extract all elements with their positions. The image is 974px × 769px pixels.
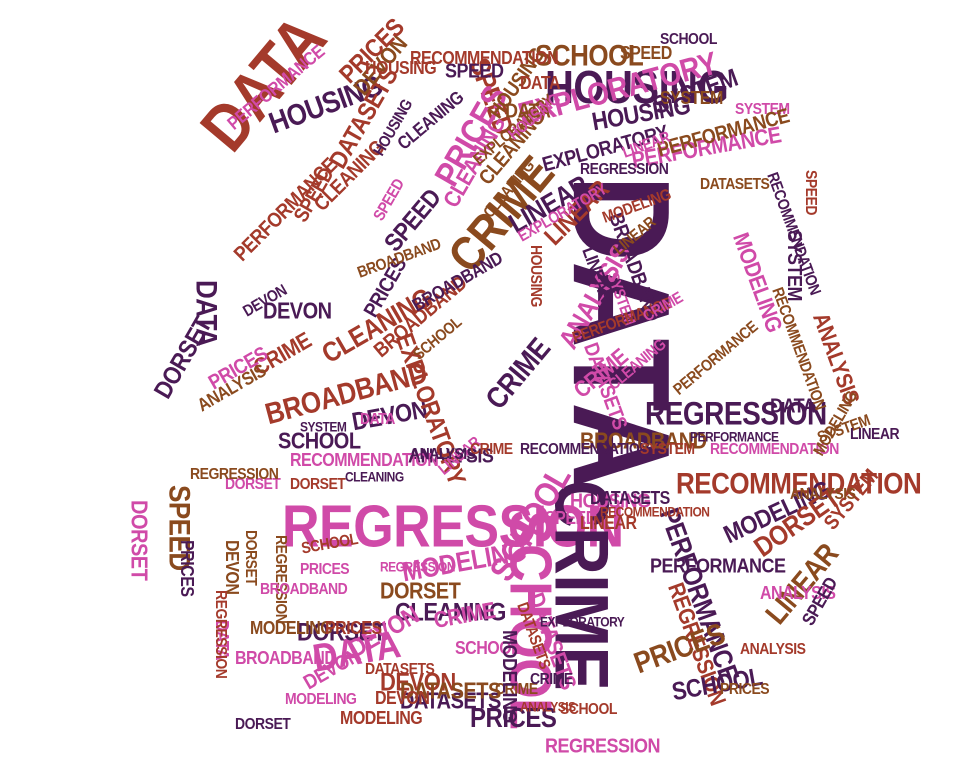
word-datasets: DATASETS (590, 488, 670, 509)
word-crime: CRIME (530, 668, 573, 688)
word-recommendation: RECOMMENDATION (600, 503, 710, 520)
word-regression: REGRESSION (282, 493, 624, 561)
word-school: SCHOOL (660, 28, 717, 48)
word-recommendation: RECOMMENDATION (710, 438, 839, 458)
word-prices: PRICES (176, 540, 197, 597)
word-devon: DEVON (221, 540, 242, 595)
word-analysis: ANALYSIS (760, 583, 836, 604)
word-performance: PERFORMANCE (650, 553, 786, 577)
word-dorset: DORSET (225, 473, 281, 493)
word-housing: HOUSING (365, 58, 437, 79)
word-data: DATA (360, 408, 395, 428)
word-regression: REGRESSION (645, 395, 827, 432)
word-analysis: ANALYSIS (790, 483, 856, 503)
word-cleaning: CLEANING (395, 597, 506, 627)
word-recommendation: RECOMMENDATION (520, 438, 649, 458)
word-dorset: DORSET (297, 617, 386, 647)
word-data: DATA (186, 1, 341, 166)
word-housing: HOUSING (545, 62, 729, 114)
word-modeling: MODELING (498, 630, 522, 723)
word-broadband: BROADBAND (260, 578, 348, 598)
word-recommendation: RECOMMENDATION (290, 450, 439, 471)
word-regression: REGRESSION (545, 733, 661, 757)
word-crime: CRIME (470, 438, 513, 458)
word-system: SYSTEM (660, 88, 723, 109)
word-analysis: ANALYSIS (410, 443, 476, 463)
word-modeling: MODELING (285, 688, 357, 708)
word-data: DATA (770, 393, 816, 417)
word-performance: PERFORMANCE (690, 428, 779, 445)
word-datasets: DATASETS (365, 658, 435, 678)
word-cleaning: CLEANING (345, 468, 404, 485)
word-analysis: ANALYSIS (520, 698, 576, 715)
word-school: SCHOOL (535, 37, 644, 73)
word-housing: HOUSING (570, 488, 651, 512)
word-regression: REGRESSION (212, 590, 232, 679)
word-modeling: MODELING (340, 708, 423, 729)
word-school: SCHOOL (278, 428, 361, 455)
word-prices: PRICES (720, 678, 770, 698)
word-linear: LINEAR (850, 423, 900, 443)
word-system: SYSTEM (640, 438, 695, 458)
word-prices: PRICES (325, 618, 382, 639)
word-data: DATA (505, 98, 551, 122)
word-housing: HOUSING (527, 245, 547, 307)
word-speed: SPEED (802, 170, 822, 215)
word-dorset: DORSET (380, 578, 461, 605)
word-regression: REGRESSION (190, 463, 279, 483)
word-speed: SPEED (445, 58, 504, 82)
word-prices: PRICES (300, 558, 350, 578)
word-school: SCHOOL (560, 698, 617, 718)
word-speed: SPEED (545, 508, 597, 529)
word-devon: DEVON (263, 298, 332, 325)
word-speed: SPEED (620, 43, 672, 64)
word-broadband: BROADBAND (580, 428, 707, 455)
word-system: SYSTEM (735, 98, 790, 118)
word-dorset: DORSET (125, 500, 152, 581)
word-linear: LINEAR (580, 513, 637, 534)
word-recommendation: RECOMMENDATION (676, 465, 922, 501)
word-regression: REGRESSION (380, 558, 456, 575)
word-regression: REGRESSION (580, 158, 669, 178)
word-datasets: DATASETS (700, 173, 770, 193)
word-modeling: MODELING (727, 229, 787, 336)
word-dorset: DORSET (235, 713, 291, 733)
word-dorset: DORSET (148, 312, 218, 404)
word-datasets: DATASETS (400, 678, 501, 705)
word-modeling: MODELING (250, 618, 333, 639)
word-broadband: BROADBAND (235, 648, 336, 669)
word-prices: PRICES (470, 702, 557, 734)
word-recommendation: RECOMMENDATION (410, 48, 559, 69)
word-analysis: ANALYSIS (408, 443, 494, 467)
word-data: DATA (520, 73, 561, 94)
word-exploratory: EXPLORATORY (540, 613, 625, 630)
word-dorset: DORSET (290, 473, 346, 493)
word-devon: DEVON (375, 688, 430, 709)
word-system: SYSTEM (300, 418, 347, 435)
word-datasets: DATASETS (400, 688, 501, 715)
word-analysis: ANALYSIS (740, 638, 806, 658)
word-crime: CRIME (495, 678, 538, 698)
word-devon: DEVON (380, 667, 456, 697)
word-school: SCHOOL (455, 638, 521, 659)
word-dorset: DORSET (242, 530, 262, 586)
